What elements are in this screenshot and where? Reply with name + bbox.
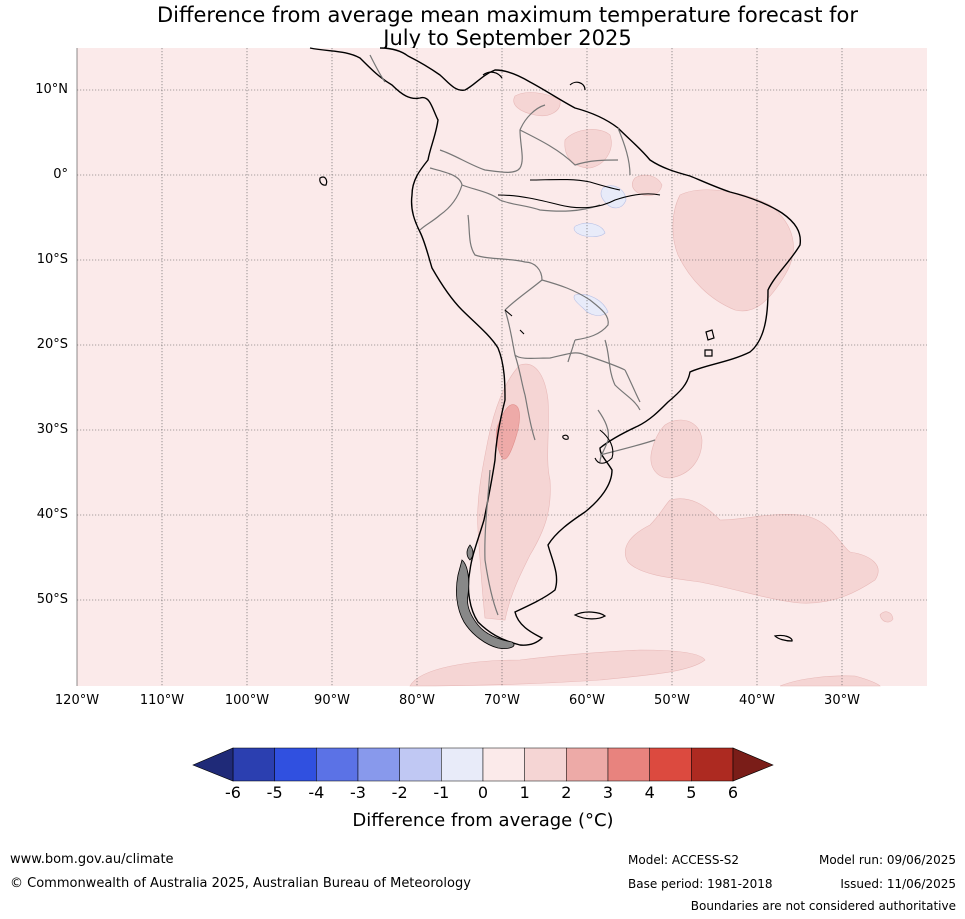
- colorbar-tick-label: -3: [350, 783, 366, 802]
- islands: [319, 176, 793, 642]
- footer-copyright: © Commonwealth of Australia 2025, Austra…: [10, 876, 471, 891]
- lat-label-20s: 20°S: [36, 337, 68, 352]
- colorbar-segment: [649, 747, 692, 782]
- graticule: [77, 48, 927, 686]
- colorbar-tick-label: 4: [644, 783, 655, 802]
- lat-label-0: 0°: [53, 167, 68, 182]
- colorbar-tick-label: 3: [602, 783, 614, 802]
- colorbar-tick-label: -1: [433, 783, 450, 802]
- lon-label-40w: 40°W: [739, 693, 775, 708]
- footer-base-period: Base period: 1981-2018: [628, 877, 773, 891]
- footer-model-run: Model run: 09/06/2025: [818, 853, 956, 867]
- colorbar-tick-label: 2: [561, 783, 572, 802]
- lon-label-110w: 110°W: [139, 693, 185, 708]
- lon-label-50w: 50°W: [654, 693, 690, 708]
- lat-label-30s: 30°S: [36, 422, 68, 437]
- colorbar-tick-label: 5: [686, 783, 697, 802]
- country-borders: [369, 54, 656, 616]
- colorbar-label: Difference from average (°C): [352, 810, 614, 831]
- title-line-1: Difference from average mean maximum tem…: [157, 3, 858, 27]
- colorbar-tick-label: -5: [266, 783, 283, 802]
- colorbar-tick-label: -6: [225, 783, 241, 802]
- colorbar-segment: [357, 747, 400, 782]
- lat-label-50s: 50°S: [36, 592, 68, 607]
- colorbar-segment: [274, 747, 317, 782]
- lon-label-80w: 80°W: [399, 693, 435, 708]
- map-title: Difference from average mean maximum tem…: [0, 4, 965, 50]
- colorbar-tick-label: -2: [391, 783, 408, 802]
- lon-label-70w: 70°W: [484, 693, 520, 708]
- coastline: [309, 47, 802, 646]
- north-coast: [482, 71, 586, 91]
- lon-label-120w: 120°W: [54, 693, 100, 708]
- lat-label-40s: 40°S: [36, 507, 68, 522]
- colorbar-segment: [482, 747, 525, 782]
- footer-issued: Issued: 11/06/2025: [840, 877, 956, 891]
- title-line-2: July to September 2025: [383, 26, 632, 50]
- lon-label-60w: 60°W: [569, 693, 605, 708]
- lon-label-100w: 100°W: [224, 693, 270, 708]
- colorbar-tick-label: 1: [519, 783, 530, 802]
- colorbar-segment: [566, 747, 609, 782]
- lat-label-10n: 10°N: [35, 82, 68, 97]
- colorbar-tick-label: 6: [727, 783, 739, 802]
- footer-disclaimer: Boundaries are not considered authoritat…: [690, 899, 956, 913]
- colorbar-arrow-low: [192, 747, 234, 782]
- colorbar-segment: [232, 747, 275, 782]
- lon-label-30w: 30°W: [824, 693, 860, 708]
- colorbar-tick-label: 0: [477, 783, 489, 802]
- lon-label-90w: 90°W: [314, 693, 350, 708]
- lat-label-10s: 10°S: [36, 252, 68, 267]
- colorbar-segment: [316, 747, 359, 782]
- cool-anomaly-areas: [573, 185, 627, 316]
- colorbar-segment: [524, 747, 567, 782]
- colorbar-segment: [607, 747, 650, 782]
- colorbar-segment: [399, 747, 442, 782]
- colorbar-segment: [691, 747, 734, 782]
- colorbar-arrow-high: [732, 747, 774, 782]
- southern-archipelago: [456, 544, 515, 649]
- colorbar-tick-label: -4: [308, 783, 325, 802]
- footer-model: Model: ACCESS-S2: [628, 853, 740, 867]
- footer-website[interactable]: www.bom.gov.au/climate: [10, 852, 174, 867]
- colorbar-segment: [441, 747, 484, 782]
- rivers: [497, 178, 661, 464]
